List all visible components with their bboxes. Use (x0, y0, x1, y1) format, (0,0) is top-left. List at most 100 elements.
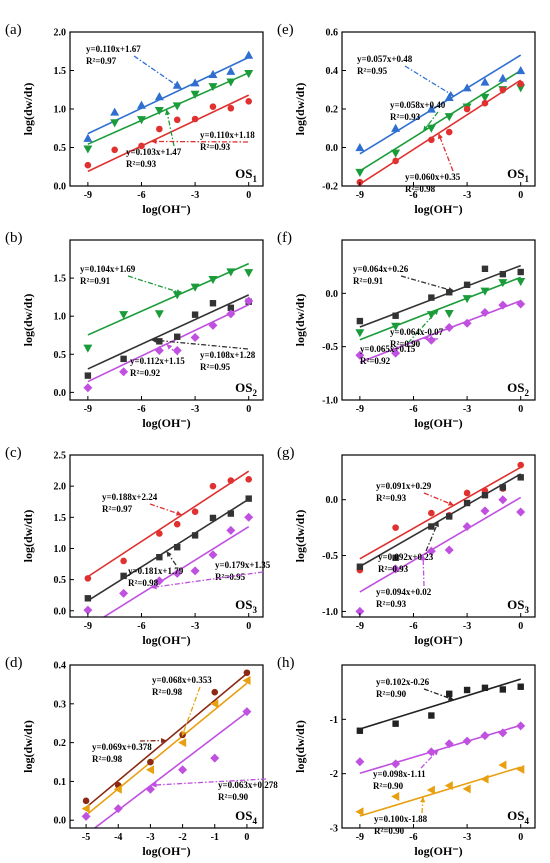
data-point (84, 161, 92, 169)
y-tick-label: 0.3 (54, 699, 67, 710)
equation-label: y=0.112x+1.15 (130, 356, 185, 366)
sample-label: OS2 (507, 380, 529, 398)
data-point (444, 310, 454, 319)
x-tick-label: 0 (518, 404, 523, 415)
data-point (498, 279, 508, 288)
r2-label: R²=0.91 (80, 276, 111, 286)
r2-label: R²=0.92 (360, 356, 391, 366)
fit-line (359, 496, 522, 593)
x-tick-label: -3 (463, 832, 471, 843)
data-point (156, 553, 163, 561)
data-point (84, 372, 92, 379)
y-tick-label: 0.0 (54, 388, 67, 399)
fit-line (359, 79, 522, 185)
data-point (209, 482, 217, 490)
r2-label: R²=0.95 (200, 362, 231, 372)
data-point (481, 492, 489, 499)
y-tick-label: 2.5 (54, 451, 67, 462)
data-point (156, 530, 163, 537)
data-point (480, 308, 490, 318)
equation-label: y=0.102x-0.26 (376, 677, 430, 687)
x-tick-label: -9 (84, 404, 92, 415)
data-point (498, 495, 508, 505)
y-tick-label: 0.5 (54, 575, 67, 586)
data-point (154, 92, 164, 101)
data-point (481, 684, 489, 692)
r2-label: R²=0.98 (152, 687, 183, 697)
x-tick-label: -6 (409, 621, 417, 632)
fit-line (359, 473, 522, 568)
annotation-arrow (407, 308, 439, 344)
chart-panel: (a) -9 -6 -3 0 0.0 0.5 1.0 1.5 2.0 log(OH⁻) log(dw/… (5, 22, 264, 216)
x-tick-label: -3 (191, 404, 199, 415)
data-point (113, 784, 122, 794)
data-point (227, 104, 235, 112)
data-point (355, 168, 365, 178)
data-point (208, 69, 218, 78)
x-tick-label: -3 (463, 404, 471, 415)
data-point (355, 143, 365, 152)
arrow-head (423, 335, 429, 342)
data-point (209, 514, 217, 522)
equation-label: y=0.091x+0.29 (376, 481, 432, 491)
data-point (226, 525, 236, 535)
r2-label: R²=0.91 (353, 276, 384, 286)
r2-label: R²=0.90 (373, 781, 404, 791)
y-tick-label: 0.0 (54, 816, 67, 827)
data-point (426, 546, 436, 556)
data-point (154, 106, 164, 116)
y-tick-label: -3 (330, 824, 338, 835)
data-point (190, 333, 200, 343)
x-tick-label: 0 (246, 621, 251, 632)
data-point (356, 317, 364, 325)
annotation-arrow (133, 55, 183, 90)
arrow-head (161, 737, 167, 744)
r2-label: R²=0.98 (92, 754, 123, 764)
y-tick-label: 0.0 (326, 143, 339, 154)
data-point (208, 83, 218, 92)
data-point (355, 606, 365, 616)
y-tick-label: -0.5 (322, 551, 338, 562)
data-point (444, 739, 454, 749)
data-point (498, 728, 508, 738)
data-point (481, 265, 489, 272)
data-point (119, 588, 129, 598)
equation-label: y=0.092x+0.23 (378, 552, 434, 562)
data-point (120, 355, 127, 363)
fit-line (85, 682, 248, 816)
data-point (83, 145, 93, 154)
data-point (173, 116, 181, 124)
data-point (119, 311, 129, 320)
data-point (426, 104, 436, 113)
equation-label: y=0.069x+0.378 (92, 742, 152, 752)
data-point (517, 80, 525, 88)
data-point (391, 322, 401, 331)
equation-label: y=0.094x+0.02 (376, 587, 432, 597)
annotation-arrow (181, 686, 201, 737)
data-point (498, 300, 508, 310)
data-point (244, 512, 254, 522)
fit-line (359, 724, 521, 774)
data-point (462, 522, 472, 532)
data-point (499, 686, 507, 693)
y-axis-label: log(dw/dt) (21, 294, 35, 347)
data-point (209, 103, 217, 110)
data-point (499, 484, 507, 491)
x-tick-label: -6 (409, 404, 417, 415)
r2-label: R²=0.98 (405, 184, 436, 194)
data-point (426, 311, 436, 320)
fit-line (87, 262, 250, 336)
data-point (516, 278, 526, 287)
equation-label: y=0.065x+0.15 (360, 344, 416, 354)
data-point (83, 344, 93, 353)
sample-label: OS3 (235, 597, 257, 615)
data-point (480, 93, 490, 102)
x-tick-label: 0 (246, 404, 251, 415)
arrow-head (165, 109, 171, 116)
x-tick-label: -2 (178, 832, 186, 843)
r2-label: R²=0.90 (218, 792, 249, 802)
x-tick-label: -9 (356, 621, 364, 632)
fit-line (93, 711, 248, 828)
data-point (191, 311, 199, 318)
data-point (391, 791, 400, 801)
